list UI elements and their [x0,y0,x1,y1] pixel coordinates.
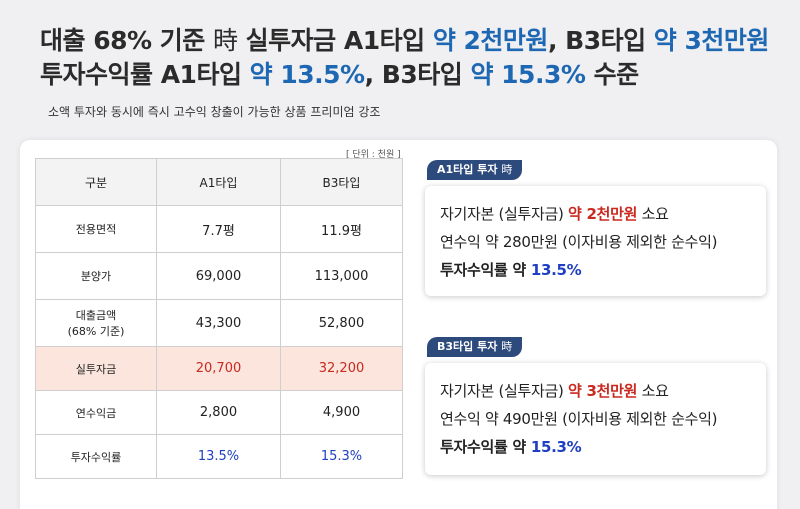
headline-text: , B3타입 [364,60,471,89]
row-label: 전용면적 [35,205,157,253]
card-line-rate: 투자수익률 약 15.3% [440,433,766,461]
headline-b3-rate: 약 15.3% [470,60,586,89]
card-text: 소요 [637,382,669,400]
row-label-sub: (68% 기준) [67,325,125,338]
tag-text: A1타입 투자 [437,163,502,176]
a1-investment-card: 자기자본 (실투자금) 약 2천만원 소요 연수익 약 280만원 (이자비용 … [425,186,766,296]
row-label: 연수익금 [35,390,157,435]
b3-value: 15.3% [280,434,403,479]
rate-value: 13.5% [530,261,582,279]
headline-a1-amount: 약 2천만원 [432,26,549,55]
card-line-income: 연수익 약 490만원 (이자비용 제외한 순수익) [440,410,718,428]
header-cell: 구분 [35,158,157,206]
b3-value: 11.9평 [280,205,403,253]
table-row: 연수익금 2,800 4,900 [35,390,403,435]
headline-line-1: 대출 68% 기준 時 실투자금 A1타입 약 2천만원, B3타입 약 3천만… [40,24,769,58]
card-line-equity: 자기자본 (실투자금) 약 3천만원 소요 [440,377,766,405]
table-row: 전용면적 7.7평 11.9평 [35,205,403,253]
headline-text: 수준 [585,60,640,89]
headline-text: 투자수익률 A1타입 [40,60,250,89]
subtitle: 소액 투자와 동시에 즉시 고수익 창출이 가능한 상품 프리미엄 강조 [48,105,381,119]
headline: 대출 68% 기준 時 실투자금 A1타입 약 2천만원, B3타입 약 3천만… [40,24,769,92]
card-line-rate: 투자수익률 약 13.5% [440,256,766,284]
headline-text: , B3타입 [547,26,654,55]
card-line-income: 연수익 약 280만원 (이자비용 제외한 순수익) [440,233,718,251]
row-label: 투자수익률 [35,434,157,479]
headline-b3-amount: 약 3천만원 [653,26,770,55]
tag-ji: 時 [501,163,513,176]
comparison-table: 구분 A1타입 B3타입 전용면적 7.7평 11.9평 분양가 69,000 … [35,158,403,479]
b3-value: 32,200 [280,346,403,391]
row-label-main: 대출금액 [75,309,117,322]
card-text: 자기자본 (실투자금) [440,205,569,223]
b3-value: 52,800 [280,299,403,347]
b3-investment-tag: B3타입 투자 時 [427,337,523,357]
a1-value: 20,700 [156,346,281,391]
rate-value: 15.3% [530,438,582,456]
tag-ji: 時 [501,340,513,353]
card-text: 소요 [637,205,669,223]
headline-ji: 時 [212,26,238,55]
table-row-highlight: 실투자금 20,700 32,200 [35,346,403,391]
table-row: 투자수익률 13.5% 15.3% [35,434,403,479]
a1-value: 69,000 [156,252,281,300]
a1-value: 43,300 [156,299,281,347]
a1-value: 7.7평 [156,205,281,253]
b3-value: 4,900 [280,390,403,435]
row-label: 실투자금 [35,346,157,391]
headline-text: 실투자금 A1타입 [237,26,433,55]
table-row: 대출금액 (68% 기준) 43,300 52,800 [35,299,403,347]
table-row: 분양가 69,000 113,000 [35,252,403,300]
a1-investment-tag: A1타입 투자 時 [427,160,523,180]
headline-text: 대출 68% 기준 [40,26,213,55]
header-cell: B3타입 [280,158,403,206]
a1-value: 13.5% [156,434,281,479]
equity-amount: 약 2천만원 [568,205,638,223]
unit-label: [ 단위 : 천원 ] [346,150,401,160]
card-text: 투자수익률 약 [440,261,531,279]
headline-a1-rate: 약 13.5% [249,60,365,89]
b3-investment-card: 자기자본 (실투자금) 약 3천만원 소요 연수익 약 490만원 (이자비용 … [425,363,766,475]
a1-value: 2,800 [156,390,281,435]
card-line-equity: 자기자본 (실투자금) 약 2천만원 소요 [440,200,766,228]
headline-line-2: 투자수익률 A1타입 약 13.5%, B3타입 약 15.3% 수준 [40,58,769,92]
tag-text: B3타입 투자 [437,340,502,353]
equity-amount: 약 3천만원 [568,382,638,400]
card-text: 투자수익률 약 [440,438,531,456]
row-label: 대출금액 (68% 기준) [35,299,157,347]
b3-value: 113,000 [280,252,403,300]
card-text: 자기자본 (실투자금) [440,382,569,400]
header-cell: A1타입 [156,158,281,206]
row-label: 분양가 [35,252,157,300]
table-header-row: 구분 A1타입 B3타입 [35,158,403,206]
